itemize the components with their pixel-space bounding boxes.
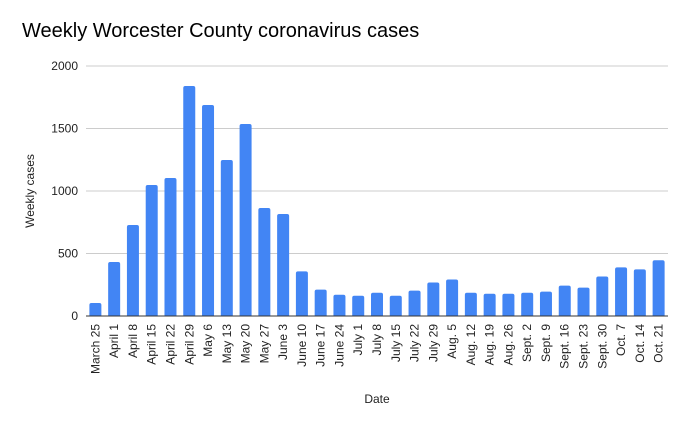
bar [558, 285, 571, 316]
x-tick-label: June 17 [314, 324, 328, 367]
x-tick-label: May 27 [257, 324, 271, 364]
x-tick-label: March 25 [88, 324, 102, 374]
x-tick-label: May 20 [239, 324, 253, 364]
x-tick-label: Oct. 21 [652, 324, 666, 363]
x-tick-label: April 8 [126, 324, 140, 358]
x-tick-label: Aug. 12 [464, 324, 478, 366]
x-tick-label: July 8 [370, 324, 384, 356]
bar [615, 267, 628, 316]
x-tick-label: Sept. 16 [558, 324, 572, 369]
bar [371, 292, 383, 316]
x-tick-label: June 24 [332, 324, 346, 367]
bar [89, 303, 102, 316]
y-axis-label: Weekly cases [23, 154, 37, 228]
x-tick-label: Sept. 9 [539, 324, 553, 362]
x-tick-label: July 1 [351, 324, 365, 356]
bar [596, 276, 609, 316]
x-tick-label: July 15 [389, 324, 403, 362]
bar [464, 292, 477, 316]
bar [408, 290, 421, 316]
x-tick-label: Oct. 7 [614, 324, 628, 356]
x-tick-label: Oct. 14 [633, 324, 647, 363]
y-tick-label: 500 [58, 247, 78, 261]
x-tick-label: April 1 [107, 324, 121, 358]
y-tick-label: 0 [71, 309, 78, 323]
y-tick-label: 1500 [51, 122, 78, 136]
bar [652, 260, 665, 316]
bar [183, 86, 196, 316]
x-tick-label: Aug. 26 [501, 324, 515, 366]
bar [502, 293, 515, 316]
bar [126, 225, 139, 316]
bar [295, 271, 308, 316]
bar [577, 287, 590, 316]
x-tick-label: Aug. 19 [483, 324, 497, 366]
bar [539, 291, 552, 316]
bar [427, 282, 440, 316]
bar [108, 262, 121, 316]
x-tick-label: April 22 [163, 324, 177, 365]
bar [202, 105, 215, 316]
bar [483, 293, 496, 316]
bar [145, 185, 158, 316]
x-tick-label: April 15 [145, 324, 159, 365]
y-tick-label: 2000 [51, 59, 78, 73]
x-tick-label: April 29 [182, 324, 196, 365]
bar [277, 214, 290, 316]
x-tick-label: Sept. 2 [520, 324, 534, 362]
bar [389, 295, 402, 316]
x-tick-label: July 22 [408, 324, 422, 362]
bar [314, 289, 327, 316]
bar [239, 124, 252, 316]
bar [446, 279, 459, 316]
x-tick-label: July 29 [426, 324, 440, 362]
y-tick-label: 1000 [51, 184, 78, 198]
x-tick-label: Sept. 30 [595, 324, 609, 369]
x-tick-label: Aug. 5 [445, 324, 459, 359]
x-tick-label: May 13 [220, 324, 234, 364]
bar [333, 294, 346, 316]
x-tick-label: June 3 [276, 324, 290, 360]
x-tick-label: June 10 [295, 324, 309, 367]
x-tick-label: Sept. 23 [577, 324, 591, 369]
x-axis-label: Date [364, 392, 390, 406]
bar [164, 178, 177, 316]
bar [633, 269, 646, 316]
bar [258, 208, 271, 316]
chart-title: Weekly Worcester County coronavirus case… [22, 20, 420, 42]
bar [521, 292, 534, 316]
x-tick-label: May 6 [201, 324, 215, 357]
bar [352, 295, 365, 316]
bar [220, 160, 233, 316]
